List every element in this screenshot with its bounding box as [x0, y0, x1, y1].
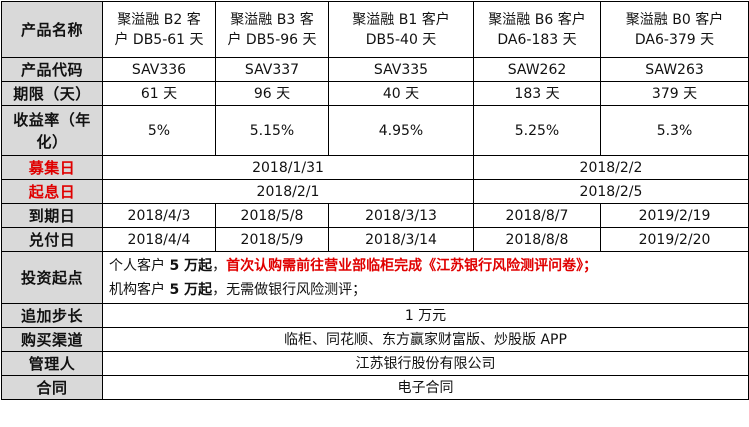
yield-cell: 5.15% [215, 105, 329, 156]
label-maturity-day: 到期日 [1, 203, 103, 228]
maturity-cell: 2019/2/19 [600, 203, 749, 228]
row-value-day: 起息日 2018/2/1 2018/2/5 [1, 179, 749, 204]
product-code-cell: SAW262 [473, 57, 601, 82]
label-product-name: 产品名称 [1, 1, 103, 58]
term-cell: 183 天 [473, 81, 601, 106]
maturity-cell: 2018/8/7 [473, 203, 601, 228]
row-increment: 追加步长 1 万元 [1, 303, 749, 328]
yield-cell: 4.95% [328, 105, 474, 156]
value-date-group1: 2018/2/1 [102, 179, 474, 204]
raise-date-group1: 2018/1/31 [102, 155, 474, 180]
row-raise-day: 募集日 2018/1/31 2018/2/2 [1, 155, 749, 180]
label-raise-day: 募集日 [1, 155, 103, 180]
row-channel: 购买渠道 临柜、同花顺、东方赢家财富版、炒股版 APP [1, 327, 749, 352]
payment-cell: 2018/3/14 [328, 227, 474, 252]
row-payment-day: 兑付日 2018/4/4 2018/5/9 2018/3/14 2018/8/8… [1, 227, 749, 252]
manager-value: 江苏银行股份有限公司 [102, 351, 749, 376]
product-name-cell: 聚溢融 B0 客户 DA6-379 天 [600, 1, 749, 58]
term-cell: 40 天 [328, 81, 474, 106]
label-increment: 追加步长 [1, 303, 103, 328]
row-manager: 管理人 江苏银行股份有限公司 [1, 351, 749, 376]
term-cell: 96 天 [215, 81, 329, 106]
row-product-code: 产品代码 SAV336 SAV337 SAV335 SAW262 SAW263 [1, 57, 749, 82]
invest-line-institution: 机构客户 5 万起，无需做银行风险测评； [109, 281, 367, 298]
product-name-cell: 聚溢融 B3 客户 DB5-96 天 [215, 1, 329, 58]
label-term: 期限（天） [1, 81, 103, 106]
yield-cell: 5.3% [600, 105, 749, 156]
yield-cell: 5% [102, 105, 216, 156]
label-yield-rate: 收益率（年化） [1, 105, 103, 156]
label-value-day: 起息日 [1, 179, 103, 204]
yield-cell: 5.25% [473, 105, 601, 156]
label-invest-start: 投资起点 [1, 251, 103, 304]
product-code-cell: SAV337 [215, 57, 329, 82]
channel-value: 临柜、同花顺、东方赢家财富版、炒股版 APP [102, 327, 749, 352]
row-yield: 收益率（年化） 5% 5.15% 4.95% 5.25% 5.3% [1, 105, 749, 156]
label-payment-day: 兑付日 [1, 227, 103, 252]
maturity-cell: 2018/5/8 [215, 203, 329, 228]
product-code-cell: SAV335 [328, 57, 474, 82]
raise-date-group2: 2018/2/2 [473, 155, 749, 180]
value-date-group2: 2018/2/5 [473, 179, 749, 204]
product-name-cell: 聚溢融 B1 客户 DB5-40 天 [328, 1, 474, 58]
product-code-cell: SAV336 [102, 57, 216, 82]
label-product-code: 产品代码 [1, 57, 103, 82]
label-channel: 购买渠道 [1, 327, 103, 352]
product-name-cell: 聚溢融 B2 客户 DB5-61 天 [102, 1, 216, 58]
product-table: 产品名称 聚溢融 B2 客户 DB5-61 天 聚溢融 B3 客户 DB5-96… [1, 1, 749, 400]
maturity-cell: 2018/3/13 [328, 203, 474, 228]
row-product-name: 产品名称 聚溢融 B2 客户 DB5-61 天 聚溢融 B3 客户 DB5-96… [1, 1, 749, 58]
row-term: 期限（天） 61 天 96 天 40 天 183 天 379 天 [1, 81, 749, 106]
row-invest-start: 投资起点 个人客户 5 万起，首次认购需前往营业部临柜完成《江苏银行风险测评问卷… [1, 251, 749, 304]
invest-start-cell: 个人客户 5 万起，首次认购需前往营业部临柜完成《江苏银行风险测评问卷》； 机构… [102, 251, 749, 304]
row-contract: 合同 电子合同 [1, 375, 749, 400]
label-contract: 合同 [1, 375, 103, 400]
term-cell: 379 天 [600, 81, 749, 106]
payment-cell: 2019/2/20 [600, 227, 749, 252]
payment-cell: 2018/5/9 [215, 227, 329, 252]
increment-value: 1 万元 [102, 303, 749, 328]
payment-cell: 2018/8/8 [473, 227, 601, 252]
row-maturity-day: 到期日 2018/4/3 2018/5/8 2018/3/13 2018/8/7… [1, 203, 749, 228]
invest-line-personal: 个人客户 5 万起，首次认购需前往营业部临柜完成《江苏银行风险测评问卷》； [109, 257, 598, 274]
label-manager: 管理人 [1, 351, 103, 376]
product-code-cell: SAW263 [600, 57, 749, 82]
term-cell: 61 天 [102, 81, 216, 106]
maturity-cell: 2018/4/3 [102, 203, 216, 228]
payment-cell: 2018/4/4 [102, 227, 216, 252]
product-name-cell: 聚溢融 B6 客户 DA6-183 天 [473, 1, 601, 58]
contract-value: 电子合同 [102, 375, 749, 400]
